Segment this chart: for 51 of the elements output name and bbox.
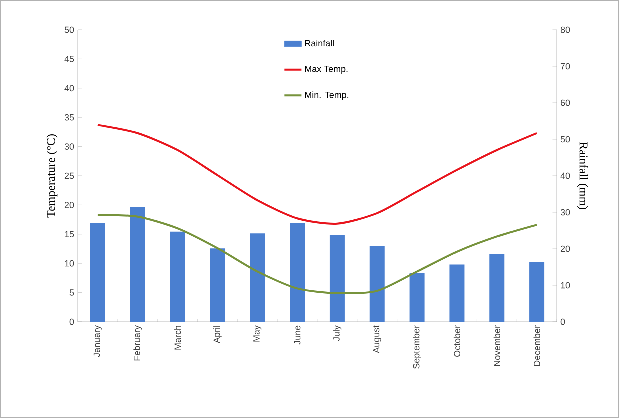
- x-tick-label: November: [494, 326, 500, 366]
- x-tick-label: September: [413, 326, 422, 369]
- y2-tick-label: 20: [560, 246, 570, 252]
- bar: [330, 235, 345, 322]
- line-series: [96, 214, 538, 295]
- x-tick-label: December: [534, 326, 540, 366]
- x-tick-label: March: [174, 326, 182, 350]
- y-axis-title: Temperature (°C): [46, 134, 58, 218]
- legend-label: Min. Temp.: [305, 92, 349, 100]
- y-tick-label: 45: [64, 56, 74, 62]
- bar: [170, 232, 186, 322]
- bar: [370, 246, 385, 322]
- x-tick-label: August: [373, 326, 382, 354]
- bar: [410, 273, 425, 322]
- line-series: [96, 124, 538, 225]
- y-tick-label: 20: [64, 202, 74, 208]
- bar: [530, 262, 545, 322]
- bar: [130, 207, 146, 322]
- y2-tick-label: 50: [560, 136, 570, 143]
- x-tick-label: April: [214, 326, 222, 344]
- y-tick-label: 0: [70, 318, 74, 326]
- y2-tick-label: 10: [561, 282, 570, 289]
- x-tick-label: February: [134, 326, 142, 361]
- y2-tick-label: 0: [560, 318, 566, 326]
- x-tick-label: May: [254, 326, 262, 342]
- y2-tick-label: 60: [560, 100, 570, 106]
- y-tick-label: 40: [64, 85, 74, 92]
- y2-tick-label: 80: [560, 26, 570, 34]
- bar: [290, 223, 306, 322]
- y2-tick-label: 70: [560, 63, 570, 70]
- y2-axis-title: Rainfall (mm): [577, 142, 588, 210]
- y-tick-label: 5: [70, 290, 74, 296]
- bar: [490, 254, 505, 322]
- y-tick-label: 15: [65, 231, 74, 238]
- y2-tick-label: 40: [560, 172, 570, 180]
- legend-label: Max Temp.: [305, 66, 348, 74]
- legend-label: Rainfall: [305, 40, 334, 47]
- x-tick-label: October: [454, 326, 461, 357]
- bar: [250, 234, 266, 322]
- x-tick-label: June: [294, 326, 301, 345]
- x-tick-label: July: [333, 326, 342, 342]
- bar: [90, 223, 106, 322]
- y-tick-label: 35: [64, 114, 74, 121]
- y2-tick-label: 30: [560, 209, 570, 216]
- x-tick-label: January: [94, 326, 102, 358]
- y-tick-label: 25: [64, 172, 74, 180]
- y-tick-label: 30: [64, 144, 74, 150]
- y-tick-label: 50: [64, 26, 74, 34]
- y-tick-label: 10: [65, 260, 74, 267]
- bar: [450, 264, 465, 322]
- bar: [210, 248, 226, 322]
